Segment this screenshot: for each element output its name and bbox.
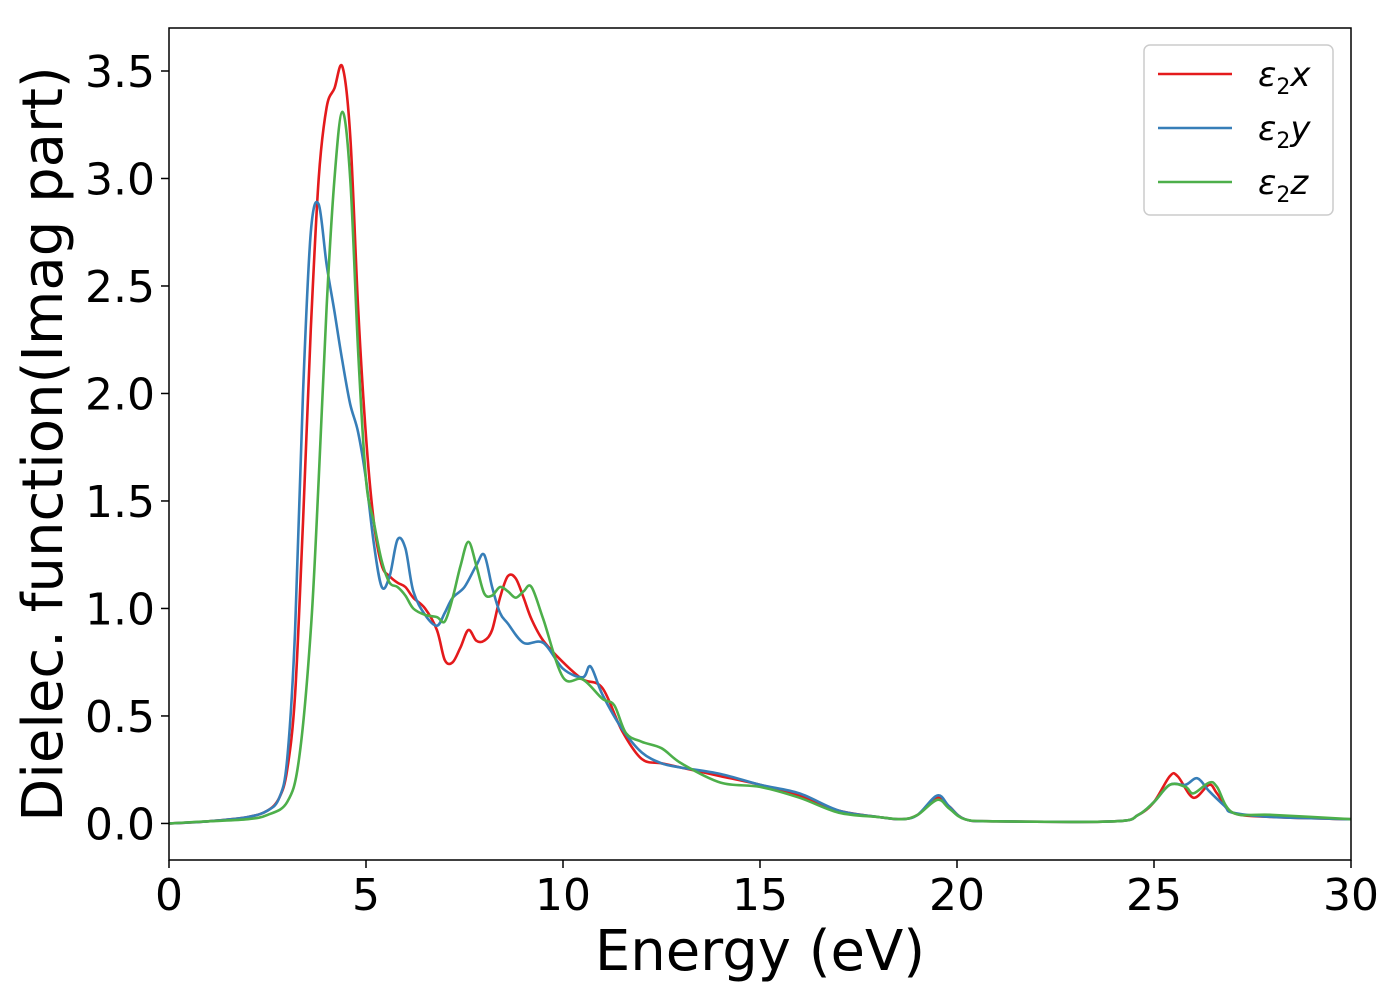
x-tick-label: 20	[929, 870, 985, 921]
x-tick-label: 5	[352, 870, 380, 921]
plot-lines	[169, 63, 1351, 825]
y-tick-label: 1.5	[85, 477, 155, 528]
x-axis: 0 5 10 15 20 25 30	[155, 860, 1379, 921]
x-tick-label: 30	[1323, 870, 1379, 921]
y-tick-label: 0.5	[85, 692, 155, 743]
legend-label-z: ε2z	[1258, 163, 1309, 208]
y-tick-label: 3.0	[85, 154, 155, 205]
y-tick-label: 1.0	[85, 584, 155, 635]
x-tick-label: 0	[155, 870, 183, 921]
y-tick-label: 2.5	[85, 262, 155, 313]
series-line-z	[169, 110, 1351, 825]
legend-label-y: ε2y	[1258, 109, 1311, 154]
legend-items: ε2x ε2y ε2z	[1158, 55, 1311, 208]
x-tick-label: 25	[1126, 870, 1182, 921]
y-tick-label: 0.0	[85, 799, 155, 850]
y-axis-title: Dielec. function(Imag part)	[11, 66, 76, 822]
legend: ε2x ε2y ε2z	[1143, 44, 1334, 216]
x-tick-label: 10	[535, 870, 591, 921]
y-axis: 0.0 0.5 1.0 1.5 2.0 2.5 3.0 3.5	[85, 47, 169, 850]
series-line-y	[169, 200, 1351, 825]
y-tick-label: 3.5	[85, 47, 155, 98]
y-tick-label: 2.0	[85, 369, 155, 420]
legend-label-x: ε2x	[1258, 55, 1311, 100]
x-axis-title: Energy (eV)	[595, 919, 925, 984]
x-tick-label: 15	[732, 870, 788, 921]
legend-box	[1143, 44, 1334, 216]
